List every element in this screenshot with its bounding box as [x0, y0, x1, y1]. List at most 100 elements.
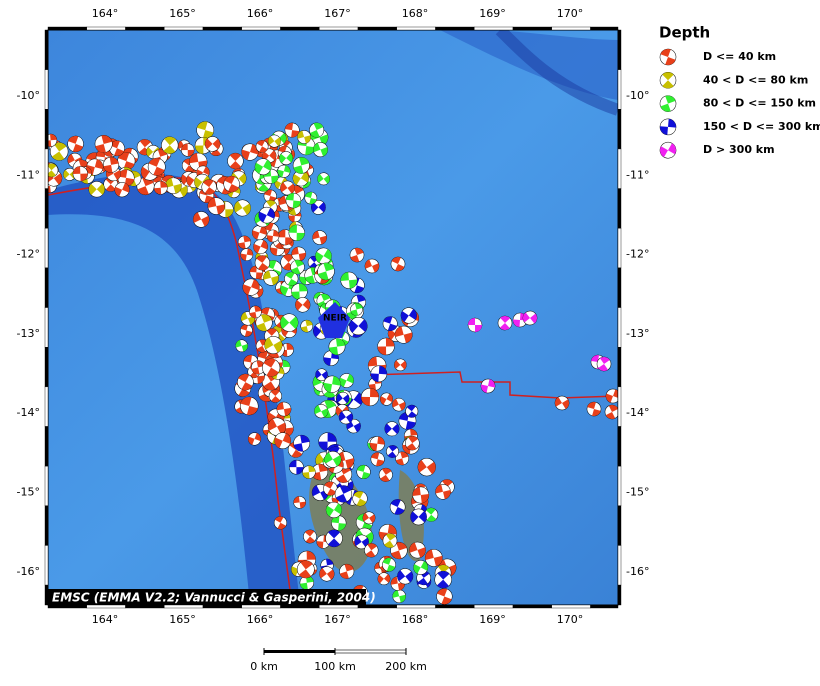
ball-quad — [256, 255, 269, 271]
ball-quad — [353, 491, 367, 506]
ball-quad — [391, 542, 407, 559]
ball-quad — [390, 576, 405, 591]
legend-label: 40 < D <= 80 km — [703, 73, 808, 86]
ball-quad — [229, 153, 242, 169]
ball-quad — [362, 512, 376, 523]
ball-quad — [397, 570, 413, 583]
lat-label: -14° — [17, 406, 40, 419]
focal-mechanism — [276, 401, 292, 417]
ball-quad — [387, 445, 398, 458]
ball-quad — [336, 451, 354, 469]
focal-mechanism — [72, 166, 88, 182]
ball-quad — [354, 536, 369, 548]
lat-label: -15° — [17, 486, 40, 499]
focal-mechanism — [227, 152, 244, 170]
focal-mechanism — [196, 121, 215, 140]
frame-seg — [617, 188, 622, 229]
focal-mechanism — [435, 484, 451, 500]
focal-mechanism — [604, 404, 618, 420]
frame-seg — [44, 109, 49, 150]
lon-label: 166° — [247, 613, 274, 626]
frame-seg — [241, 26, 281, 31]
ball-quad — [274, 177, 288, 189]
ball-quad — [117, 169, 135, 187]
focal-mechanism — [296, 560, 315, 579]
ball-quad — [258, 207, 275, 223]
ball-quad — [380, 468, 392, 482]
scale-label: 200 km — [385, 660, 427, 673]
focal-mechanism — [497, 315, 513, 331]
frame-seg — [44, 584, 49, 606]
frame-seg — [44, 426, 49, 467]
focal-mechanism — [386, 445, 399, 458]
focal-mechanism — [331, 515, 347, 531]
ball-quad — [249, 265, 263, 279]
focal-mechanism — [370, 452, 385, 467]
frame-seg — [396, 604, 436, 609]
focal-mechanism — [223, 175, 240, 193]
ball-quad — [137, 177, 154, 195]
focal-mechanism — [352, 491, 368, 507]
focal-mechanism — [328, 338, 346, 356]
focal-mechanism — [436, 588, 453, 605]
ball-quad — [436, 571, 450, 589]
ball-quad — [365, 259, 379, 273]
frame-seg — [590, 604, 619, 609]
ball-quad — [268, 136, 281, 147]
focal-mechanism — [410, 508, 427, 526]
frame-seg — [241, 604, 281, 609]
focal-mechanism — [88, 181, 105, 198]
focal-mechanism — [255, 314, 273, 332]
focal-mechanism — [63, 168, 76, 181]
ball-quad — [339, 374, 354, 387]
ball-quad — [317, 174, 330, 184]
focal-mechanism — [522, 310, 538, 326]
focal-mechanism — [290, 259, 305, 275]
legend-label: D <= 40 km — [703, 50, 776, 63]
ball-quad — [660, 49, 676, 65]
ball-quad — [324, 481, 337, 496]
focal-mechanism — [117, 169, 135, 187]
lat-label: -13° — [17, 327, 40, 340]
lat-label: -12° — [626, 248, 649, 261]
ball-quad — [293, 496, 306, 509]
focal-mechanism — [434, 570, 452, 589]
lat-label: -11° — [17, 168, 40, 181]
ball-quad — [390, 499, 405, 515]
focal-mechanism — [390, 541, 408, 560]
frame-seg — [44, 307, 49, 348]
focal-mechanism — [251, 225, 267, 241]
focal-mechanism — [382, 533, 398, 548]
ball-quad — [51, 142, 67, 161]
ball-quad — [48, 163, 57, 177]
focal-mechanism — [280, 180, 295, 196]
ball-quad — [349, 319, 368, 333]
ball-quad — [291, 246, 306, 261]
ball-quad — [251, 360, 265, 375]
focal-mechanism — [378, 467, 393, 482]
focal-mechanism — [554, 395, 570, 411]
frame-seg — [86, 604, 126, 609]
ball-quad — [312, 485, 329, 500]
frame-seg — [617, 148, 622, 189]
frame-seg — [44, 545, 49, 586]
ball-quad — [605, 405, 618, 419]
ball-quad — [203, 179, 216, 195]
focal-mechanism — [380, 392, 393, 406]
focal-mechanism — [312, 230, 327, 245]
focal-mechanism — [292, 170, 309, 187]
focal-mechanism — [369, 436, 385, 452]
ball-quad — [103, 157, 119, 173]
ball-quad — [242, 279, 260, 295]
focal-mechanism — [279, 151, 294, 166]
station-label: NEIR — [323, 314, 347, 324]
ball-quad — [319, 568, 335, 580]
focal-mechanism — [67, 135, 84, 153]
frame-seg — [617, 545, 622, 586]
focal-mechanism — [659, 48, 677, 66]
ball-quad — [305, 191, 317, 205]
focal-mechanism — [400, 307, 417, 324]
lon-label: 170° — [557, 613, 584, 626]
frame-seg — [125, 604, 165, 609]
ball-quad — [394, 360, 407, 370]
